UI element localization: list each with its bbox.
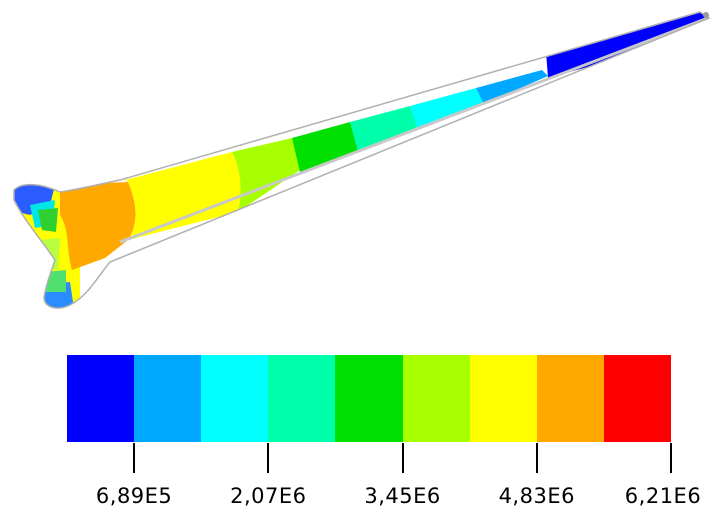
legend-tick-label: 3,45E6 — [364, 484, 441, 508]
blade-edge — [119, 16, 709, 244]
legend-tick-label: 4,83E6 — [498, 484, 575, 508]
legend-tick-label: 2,07E6 — [230, 484, 307, 508]
blade-tip-marker — [703, 12, 709, 18]
blade-region-green — [292, 122, 358, 172]
blade-region-orange — [60, 182, 136, 270]
legend-tick-mark — [267, 443, 270, 473]
blade-region-yellow — [125, 152, 241, 240]
legend-tick-label: 6,21E6 — [624, 484, 702, 508]
blade-region-lime — [232, 138, 300, 212]
legend-tick-label: 6,89E5 — [95, 484, 173, 508]
legend-swatch — [603, 355, 671, 442]
blade-region-blue — [542, 12, 709, 78]
legend-swatch — [67, 355, 135, 442]
color-legend-bar — [67, 355, 671, 442]
legend-swatch — [402, 355, 470, 442]
blade-contour-plot — [13, 11, 711, 309]
legend-tick-mark — [670, 443, 672, 473]
legend-swatch — [134, 355, 202, 442]
legend-swatch — [469, 355, 537, 442]
legend-tick-mark — [401, 443, 404, 473]
legend-swatch — [335, 355, 403, 442]
blade-region-aquamarine — [350, 106, 418, 152]
legend-tick-mark — [133, 443, 136, 473]
blade-region-root-green — [38, 208, 58, 232]
blade-region-skyblue — [476, 70, 548, 104]
legend-swatch — [536, 355, 604, 442]
legend-tick-mark — [535, 443, 538, 473]
legend-swatch — [201, 355, 269, 442]
blade-region-cyan — [410, 88, 484, 130]
legend-swatch — [268, 355, 336, 442]
blade-outline — [13, 11, 711, 309]
